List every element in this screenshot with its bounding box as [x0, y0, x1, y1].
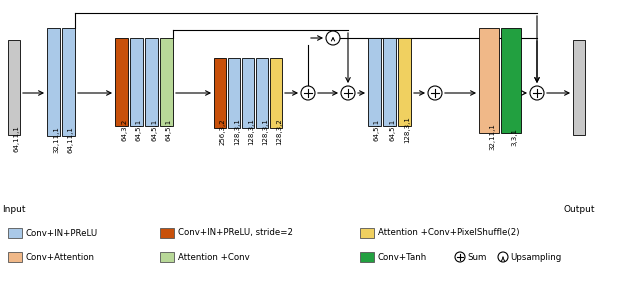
Text: 64,11,1: 64,11,1: [14, 125, 20, 152]
Text: 64,5,1: 64,5,1: [136, 119, 142, 141]
Bar: [242, 58, 254, 128]
Bar: [115, 38, 128, 126]
Bar: [501, 28, 521, 133]
Bar: [8, 40, 20, 135]
Text: Attention +Conv: Attention +Conv: [178, 252, 250, 261]
Bar: [573, 40, 585, 135]
Circle shape: [301, 86, 315, 100]
Text: Output: Output: [563, 205, 595, 214]
Text: 32,11,1: 32,11,1: [489, 124, 495, 150]
Text: Sum: Sum: [467, 252, 486, 261]
Text: 64,5,1: 64,5,1: [374, 119, 380, 141]
Text: 128,3,2: 128,3,2: [276, 119, 282, 145]
Bar: [8, 228, 22, 238]
Circle shape: [341, 86, 355, 100]
Text: 64,5,1: 64,5,1: [389, 119, 395, 141]
Bar: [360, 228, 374, 238]
Text: 3,3,1: 3,3,1: [511, 128, 517, 146]
Text: 64,5,1: 64,5,1: [166, 119, 172, 141]
Bar: [214, 58, 226, 128]
Bar: [160, 228, 174, 238]
Bar: [47, 28, 60, 136]
Text: Input: Input: [3, 205, 26, 214]
Bar: [160, 252, 174, 262]
Bar: [368, 38, 381, 126]
Bar: [130, 38, 143, 126]
Text: 128,3,1: 128,3,1: [248, 118, 254, 145]
Text: Attention +Conv+PixelShuffle(2): Attention +Conv+PixelShuffle(2): [378, 228, 520, 238]
Text: 64,5,1: 64,5,1: [151, 119, 157, 141]
Text: Conv+IN+PReLU, stride=2: Conv+IN+PReLU, stride=2: [178, 228, 293, 238]
Bar: [270, 58, 282, 128]
Circle shape: [326, 31, 340, 45]
Text: 256,3,2: 256,3,2: [220, 119, 226, 145]
Text: Conv+Attention: Conv+Attention: [26, 252, 95, 261]
Bar: [145, 38, 158, 126]
Bar: [62, 28, 75, 136]
Text: 32,11,1: 32,11,1: [53, 127, 59, 153]
Circle shape: [530, 86, 544, 100]
Bar: [479, 28, 499, 133]
Circle shape: [455, 252, 465, 262]
Bar: [256, 58, 268, 128]
Bar: [8, 252, 22, 262]
Bar: [228, 58, 240, 128]
Circle shape: [498, 252, 508, 262]
Bar: [383, 38, 396, 126]
Text: Upsampling: Upsampling: [510, 252, 561, 261]
Bar: [398, 38, 411, 126]
Text: 128,3,1: 128,3,1: [404, 117, 410, 143]
Circle shape: [428, 86, 442, 100]
Text: 64,3,2: 64,3,2: [121, 119, 127, 141]
Bar: [360, 252, 374, 262]
Text: 64,11,1: 64,11,1: [68, 127, 74, 153]
Text: 128,3,1: 128,3,1: [262, 118, 268, 145]
Text: Conv+Tanh: Conv+Tanh: [378, 252, 428, 261]
Bar: [160, 38, 173, 126]
Text: 128,3,1: 128,3,1: [234, 118, 240, 145]
Text: Conv+IN+PReLU: Conv+IN+PReLU: [26, 228, 99, 238]
